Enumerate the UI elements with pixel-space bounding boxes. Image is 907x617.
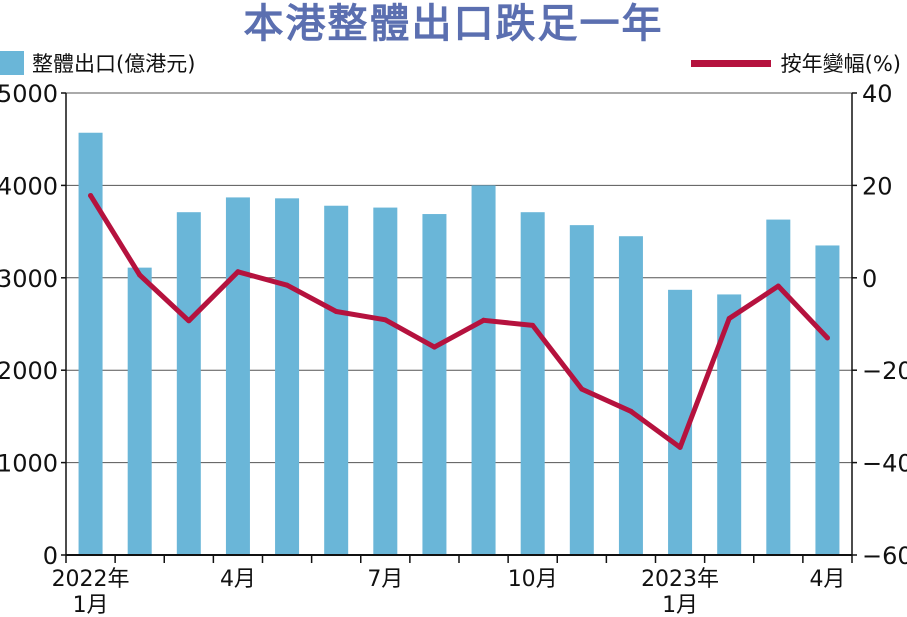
line-point [726,315,732,321]
y-left-tick-label: 1000 [0,450,58,478]
x-tick-label: 1月 [662,593,698,617]
bar [127,267,152,555]
y-left-tick-label: 2000 [0,357,58,385]
line-point [382,317,388,323]
legend-bar-label: 整體出口(億港元) [32,52,196,76]
bar [471,185,496,555]
line-point [137,272,143,278]
bar [373,207,398,556]
y-right-tick-label: 0 [862,265,877,293]
legend-bar: 整體出口(億港元) [0,50,195,76]
bar [225,197,250,556]
y-left-tick-label: 5000 [0,80,58,108]
bar [520,212,545,556]
y-left-tick-label: 3000 [0,265,58,293]
line-point [628,408,634,414]
line-point [530,322,536,328]
bar [618,236,643,555]
legend-line-swatch [690,59,771,67]
line-point [431,344,437,350]
x-tick-label: 7月 [367,567,403,592]
legend-bar-swatch [0,51,24,75]
legend-line-label: 按年變幅(%) [780,52,901,76]
bar [78,132,103,555]
bar [815,245,840,555]
bar [766,219,791,555]
bar [176,212,201,556]
y-right-tick-label: 40 [862,80,893,108]
bar [324,205,349,555]
x-tick-label: 4月 [220,567,256,592]
bar [275,198,300,555]
y-left-tick-label: 4000 [0,172,58,200]
line-point [579,386,585,392]
line-series-yoy [88,193,830,450]
chart-title: 本港整體出口跌足一年 [243,0,664,47]
line-point [235,269,241,275]
line-point [333,309,339,315]
line-point [677,444,683,450]
line-point [775,283,781,289]
x-tick-label: 1月 [73,593,109,617]
line-point [186,318,192,324]
x-tick-label: 10月 [508,567,558,592]
bar [717,294,742,555]
y-right-tick-label: 20 [862,172,893,200]
line-point [481,317,487,323]
bar [422,214,447,555]
line-point [824,335,830,341]
y-right-tick-label: −60 [862,542,907,570]
y-right-tick-label: −20 [862,357,907,385]
x-tick-label: 4月 [809,567,845,592]
legend-line: 按年變幅(%) [690,50,901,76]
line-point [88,193,94,199]
y-left-tick-label: 0 [43,542,58,570]
x-tick-label: 2022年 [52,567,130,592]
line-point [284,282,290,288]
x-tick-label: 2023年 [641,567,719,592]
y-right-tick-label: −40 [862,450,907,478]
